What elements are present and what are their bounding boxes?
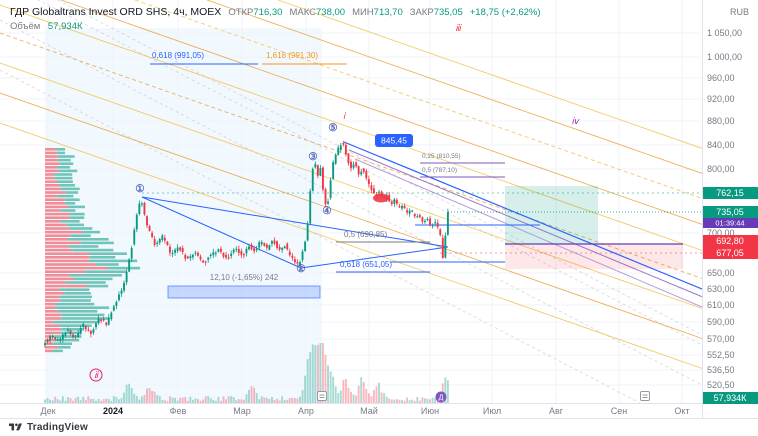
dividend-marker-text: Д: [439, 395, 444, 402]
elliott-wave-minor-label: ⅳ: [571, 116, 580, 126]
event-marker-icon: [640, 391, 650, 401]
fib-label: 12,10 (-1,65%) 242: [210, 273, 279, 282]
price-badge: [703, 247, 758, 259]
price-badge-text: 57,934К: [714, 393, 748, 403]
price-tick-label: 650,00: [707, 268, 735, 278]
volume-profile: [45, 148, 141, 353]
price-tick-label: 700,00: [707, 228, 735, 238]
fib-label: 0,25 (810,55): [422, 153, 461, 160]
price-axis[interactable]: 1 050,00 1 000,00 960,00 920,00 880,00 840,00…: [703, 28, 758, 404]
price-badge-text: 762,15: [716, 188, 744, 198]
price-tick-label: 800,00: [707, 164, 735, 174]
tradingview-logo-icon[interactable]: [9, 422, 22, 433]
wave-circle: [89, 368, 103, 382]
price-badge: [703, 392, 758, 404]
event-marker-icon: [317, 391, 327, 401]
volume-bars: [44, 343, 449, 403]
elliott-wave-label: ②: [296, 263, 306, 275]
time-tick-label: Апр: [298, 406, 314, 416]
time-tick-label: Июн: [421, 406, 439, 416]
price-tick-label: 1 000,00: [707, 52, 742, 62]
risk-reward-zone: [505, 244, 683, 269]
price-badge-text: 692,80: [716, 236, 744, 246]
fib-label: 0,5 (690,85): [344, 230, 387, 239]
price-note-pill[interactable]: [375, 134, 413, 147]
price-tick-label: 590,00: [707, 317, 735, 327]
time-tick-label: Авг: [549, 406, 564, 416]
time-tick-label: Май: [360, 406, 378, 416]
time-tick-label: Июл: [483, 406, 501, 416]
gray-guide-lines[interactable]: [0, 0, 702, 403]
price-note-text: 845,45: [381, 136, 407, 146]
price-tick-label: 630,00: [707, 284, 735, 294]
fib-label: 0,618 (651,05): [340, 260, 392, 269]
price-badge: [703, 187, 758, 199]
price-tick-label: 536,50: [707, 365, 735, 375]
fib-label: 0,5 (787,10): [422, 167, 457, 174]
zones-layer[interactable]: [505, 186, 683, 269]
axes-layer: 1 050,00 1 000,00 960,00 920,00 880,00 840,00…: [0, 0, 758, 419]
elliott-wave-minor-label: ⅱ: [94, 370, 99, 380]
risk-reward-zone: [505, 186, 598, 244]
bar-countdown-text: 01:39:44: [715, 219, 744, 228]
measure-band[interactable]: [167, 285, 321, 299]
bottom-attribution-bar: TradingView: [0, 418, 758, 436]
fib-label: 1,618 (991,30): [266, 51, 318, 60]
price-tick-label: 570,00: [707, 334, 735, 344]
price-tick-label: 520,50: [707, 380, 735, 390]
dividend-marker-icon: [435, 391, 447, 403]
trend-lines[interactable]: [141, 63, 758, 331]
elliott-wave-label: ③: [308, 151, 318, 163]
bar-countdown-badge: [703, 218, 758, 228]
fib-label: 0,618 (991,05): [152, 51, 204, 60]
elliott-wave-label: ⑤: [328, 122, 338, 134]
elliott-wave-label: ①: [135, 183, 145, 195]
axis-currency-label[interactable]: RUB: [729, 7, 749, 17]
annotations-layer[interactable]: 0,618 (991,05) 1,618 (991,30) 0,5 (690,85)…: [89, 23, 580, 382]
candles-layer: [44, 140, 449, 348]
price-tick-label: 880,00: [707, 116, 735, 126]
time-tick-label: 2024: [103, 406, 123, 416]
elliott-wave-label: ④: [322, 205, 332, 217]
price-tick-label: 920,00: [707, 94, 735, 104]
price-badge: [703, 206, 758, 218]
price-tick-label: 1 050,00: [707, 28, 742, 38]
time-tick-label: Дек: [40, 406, 55, 416]
price-tick-label: 552,50: [707, 350, 735, 360]
plot-area[interactable]: 0,618 (991,05) 1,618 (991,30) 0,5 (690,85)…: [0, 0, 758, 403]
time-tick-label: Сен: [611, 406, 628, 416]
elliott-wave-minor-label: ⅰ: [343, 111, 347, 121]
price-badge: [703, 235, 758, 247]
ellipse-marker[interactable]: [373, 193, 389, 203]
price-tick-label: 840,00: [707, 140, 735, 150]
elliott-wave-minor-label: ⅲ: [455, 23, 462, 33]
time-tick-label: Мар: [233, 406, 251, 416]
time-axis[interactable]: Дек 2024 Фев Мар Апр Май Июн Июл Авг Сен Окт: [40, 406, 689, 416]
time-tick-label: Окт: [674, 406, 689, 416]
price-tick-label: 610,00: [707, 300, 735, 310]
price-tick-label: 960,00: [707, 73, 735, 83]
price-badge-text: 735,05: [716, 207, 744, 217]
tradingview-wordmark[interactable]: TradingView: [27, 422, 88, 433]
time-tick-label: Фев: [170, 406, 187, 416]
timeline-markers[interactable]: Д: [317, 391, 650, 403]
price-badge-text: 677,05: [716, 248, 744, 258]
